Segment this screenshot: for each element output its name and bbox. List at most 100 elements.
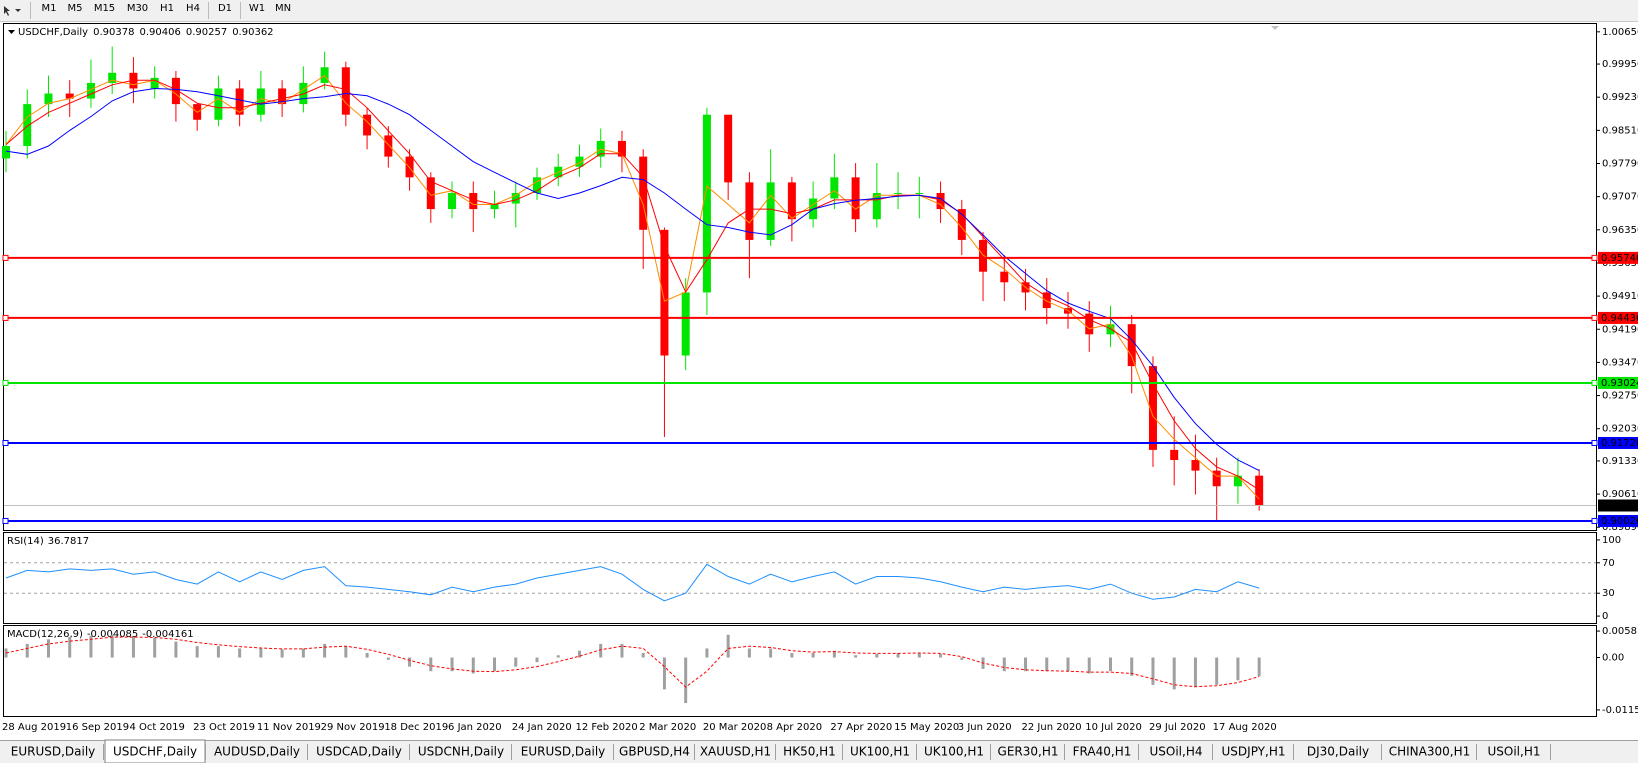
candle-body [1000, 271, 1009, 283]
x-tick-label: 6 Jan 2020 [448, 722, 502, 733]
macd-bar [1236, 657, 1240, 681]
header-price: 0.90378 [93, 27, 134, 38]
chart-tab[interactable]: USDCNH,Daily [411, 742, 512, 762]
header-price: 0.90362 [232, 27, 273, 38]
chart-tab[interactable]: GBPUSD,H4 [615, 742, 695, 762]
tab-label: XAUUSD,H1 [700, 745, 771, 759]
y-tick-label: 0 [1602, 611, 1608, 622]
tab-label: USDCNH,Daily [418, 745, 504, 759]
candle-body [1127, 324, 1136, 367]
timeframe-button[interactable]: M30 [127, 3, 148, 14]
cursor-tool[interactable] [4, 6, 21, 16]
candle-body [1042, 292, 1051, 309]
level-label: 0.90026 [1601, 516, 1638, 527]
macd-bar [705, 648, 709, 658]
macd-bar [747, 648, 751, 658]
level-label-box [1598, 251, 1638, 264]
tab-label: USDCHF,Daily [113, 745, 197, 759]
candle-body [575, 156, 584, 167]
chart-tab[interactable]: EURUSD,Daily [3, 742, 104, 762]
candle-body [936, 192, 945, 210]
candle-body [65, 93, 74, 99]
candle-body [448, 192, 457, 210]
chart-tab[interactable]: CHINA300,H1 [1383, 742, 1477, 762]
tab-label: EURUSD,Daily [521, 745, 606, 759]
candle-body [1148, 366, 1157, 450]
rsi-line [5, 563, 1260, 602]
level-handle [1591, 314, 1598, 321]
chart-tab[interactable]: EURUSD,Daily [513, 742, 614, 762]
macd-bar [238, 648, 242, 658]
timeframe-button[interactable]: M5 [68, 3, 83, 14]
macd-bar [769, 648, 773, 658]
candle-body [214, 88, 223, 120]
chart-tab[interactable]: HK50,H1 [777, 742, 843, 762]
tab-label: GER30,H1 [998, 745, 1059, 759]
chart-tab[interactable]: USOil,H1 [1478, 742, 1551, 762]
candle-body [851, 177, 860, 220]
macd-bar [854, 655, 858, 658]
timeframe-label: M5 [68, 3, 83, 14]
tab-background [1295, 742, 1381, 762]
chart-tab[interactable]: USDCHF,Daily [104, 739, 206, 763]
timeframe-button[interactable]: D1 [218, 3, 232, 14]
candle-body [894, 192, 903, 194]
indicator-value: 36.7817 [48, 536, 89, 547]
x-tick-label: 4 Oct 2019 [129, 722, 184, 733]
chart-tab[interactable]: XAUUSD,H1 [696, 742, 776, 762]
tab-background [3, 742, 103, 762]
chart-tab[interactable]: USDJPY,H1 [1214, 742, 1294, 762]
chart-tab[interactable]: UK100,H1 [918, 742, 991, 762]
shift-marker [1271, 26, 1279, 30]
candle-body [766, 182, 775, 240]
chart-tab[interactable]: UK100,H1 [844, 742, 917, 762]
timeframe-button[interactable]: M1 [42, 3, 57, 14]
macd-bar [365, 652, 369, 658]
candle-body [1233, 475, 1242, 487]
macd-bar [408, 657, 412, 667]
candle-body [256, 88, 265, 115]
macd-bar [153, 637, 157, 658]
macd-bar [301, 648, 305, 658]
moving-average [5, 87, 1260, 472]
candle-body [23, 104, 32, 147]
symbol: USDCHF,Daily [18, 27, 88, 38]
chart-tab[interactable]: USOil,H4 [1140, 742, 1213, 762]
rsi-title: RSI(14) 36.7817 [7, 536, 89, 547]
timeframe-button[interactable]: M15 [94, 3, 115, 14]
level-label-box [1598, 376, 1638, 389]
x-tick-label: 3 Jun 2020 [958, 722, 1012, 733]
chart-tab[interactable]: AUDUSD,Daily [207, 742, 308, 762]
candle-body [787, 182, 796, 220]
level-handle [2, 254, 9, 261]
macd-bar [556, 655, 560, 658]
macd-bar [790, 652, 794, 658]
chart-header: USDCHF,Daily 0.90378 0.90406 0.90257 0.90362 [18, 27, 274, 38]
chart-tab[interactable]: GER30,H1 [992, 742, 1065, 762]
timeframe-button[interactable]: H1 [160, 3, 174, 14]
macd-bar [917, 652, 921, 658]
chart-tab[interactable]: USDCAD,Daily [309, 742, 410, 762]
macd-bar [1066, 657, 1070, 672]
x-tick-label: 10 Jul 2020 [1085, 722, 1142, 733]
timeframe-button[interactable]: MN [275, 3, 291, 14]
macd-bar [1193, 657, 1197, 688]
chart-tab[interactable]: FRA40,H1 [1066, 742, 1139, 762]
timeframe-label: H4 [186, 3, 200, 14]
candle-body [724, 114, 733, 183]
macd-bar [896, 652, 900, 658]
macd-bar [1172, 657, 1176, 690]
timeframe-button[interactable]: W1 [249, 3, 265, 14]
candle-body [363, 114, 372, 136]
tab-label: USOil,H4 [1150, 745, 1203, 759]
candle-body [1170, 449, 1179, 461]
level-label: 0.93024 [1601, 378, 1638, 389]
macd-bar [832, 650, 836, 658]
y-tick-label: 0.00 [1602, 653, 1624, 664]
candle-body [617, 140, 626, 157]
chart-tab[interactable]: DJ30,Daily [1295, 742, 1382, 762]
timeframe-button[interactable]: H4 [186, 3, 200, 14]
candle-body [1085, 313, 1094, 335]
